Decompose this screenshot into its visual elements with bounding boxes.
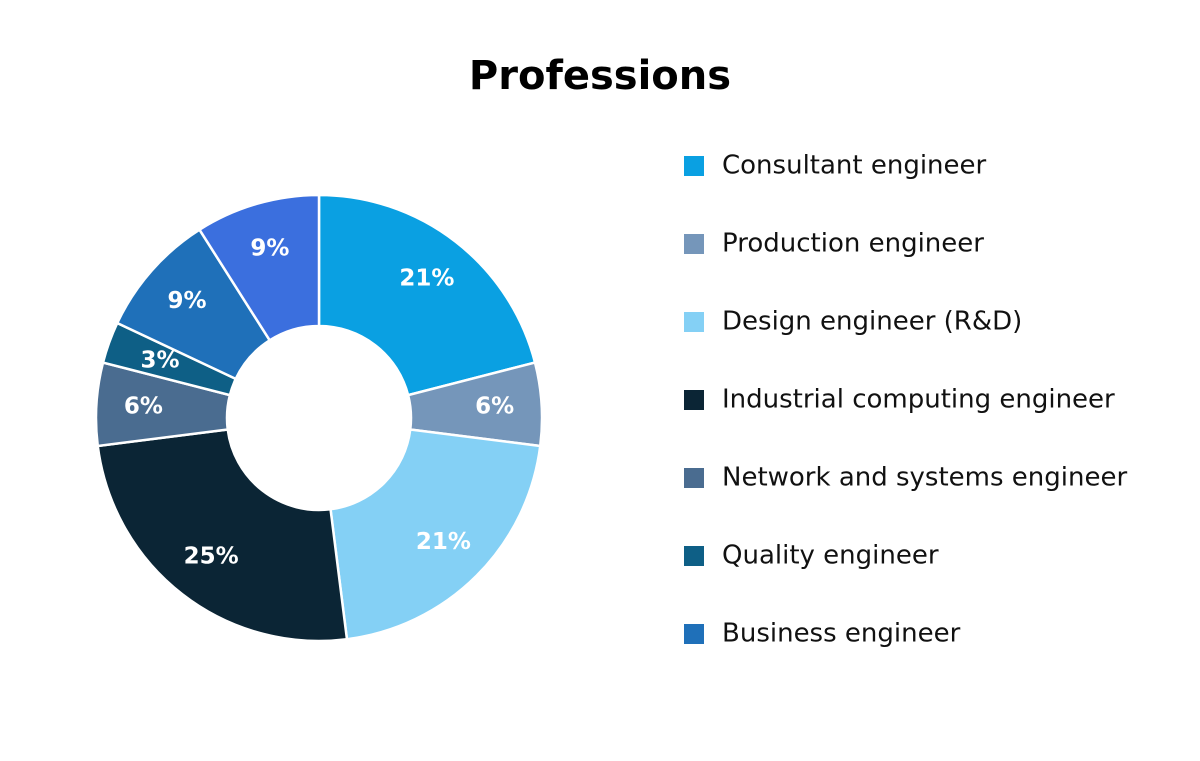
legend-label: Industrial computing engineer <box>722 385 1115 415</box>
donut-slice <box>197 193 321 343</box>
legend-swatch <box>684 468 704 488</box>
data-label: 6% <box>475 393 514 419</box>
legend-label: Business engineer <box>722 619 961 649</box>
legend-label: Design engineer (R&D) <box>722 307 1022 337</box>
data-label: 25% <box>184 544 239 570</box>
legend-swatch <box>684 624 704 644</box>
data-label: 21% <box>399 265 454 291</box>
donut-slice <box>317 193 537 397</box>
chart-title: Professions <box>469 53 731 99</box>
legend-label: Consultant engineer <box>722 151 987 181</box>
data-label: 21% <box>416 529 471 555</box>
legend-swatch <box>684 546 704 566</box>
data-label: 3% <box>140 347 179 373</box>
legend-swatch <box>684 234 704 254</box>
data-label: 6% <box>124 393 163 419</box>
donut-slice <box>329 428 542 641</box>
data-label: 9% <box>167 288 206 314</box>
legend-swatch <box>684 156 704 176</box>
data-label: 9% <box>250 235 289 261</box>
legend-label: Production engineer <box>722 229 984 259</box>
legend-swatch <box>684 390 704 410</box>
legend-label: Quality engineer <box>722 541 939 571</box>
legend-swatch <box>684 312 704 332</box>
legend-label: Network and systems engineer <box>722 463 1127 493</box>
donut-slice <box>96 428 349 643</box>
